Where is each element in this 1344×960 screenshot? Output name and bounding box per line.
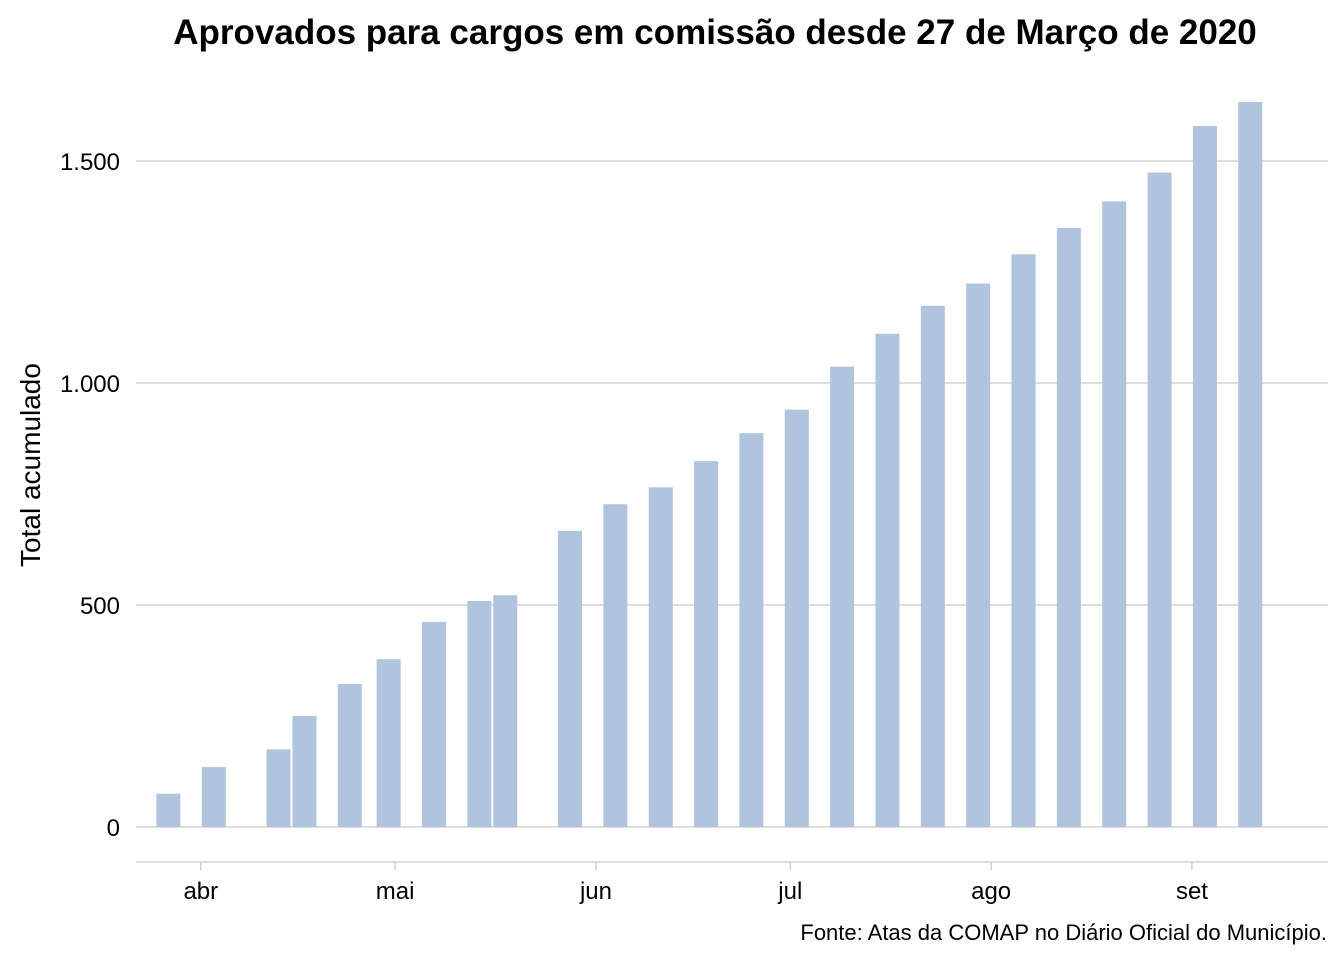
bar [558,530,583,827]
x-axis-ticks: abr mai jun jul ago set [183,862,1208,905]
bar [156,793,181,827]
bar [1238,101,1263,827]
y-axis-ticks: 0 500 1.000 1.500 [60,149,120,842]
y-axis-label: Total acumulado [15,363,46,567]
bars [156,101,1263,828]
bar [1147,172,1172,827]
x-tick-label: ago [971,878,1011,905]
gridlines [136,160,1328,828]
bar [266,749,291,827]
bar [493,595,518,827]
chart-title: Aprovados para cargos em comissão desde … [173,13,1257,52]
y-tick-label: 0 [107,815,120,842]
bar [920,305,945,827]
x-tick-label: abr [183,878,218,905]
bar [603,504,628,827]
x-tick-label: jun [579,878,612,905]
bar [292,716,317,827]
bar [337,684,362,827]
bar [1192,125,1217,827]
bar [1056,228,1081,827]
y-tick-label: 500 [80,593,120,620]
bar [694,461,719,827]
bar [739,433,764,827]
bar [1011,254,1036,828]
bar [966,283,991,827]
bar [875,333,900,827]
bar [201,767,226,827]
bar [1102,201,1127,828]
bar [830,366,855,827]
y-tick-label: 1.000 [60,371,120,398]
x-tick-label: set [1176,878,1208,905]
bar [422,621,446,827]
source-caption: Fonte: Atas da COMAP no Diário Oficial d… [800,920,1327,945]
y-tick-label: 1.500 [60,149,120,176]
bar [376,659,401,827]
bar [784,409,809,827]
x-tick-label: jul [777,878,802,905]
bar [648,487,673,827]
bar [467,601,492,827]
x-tick-label: mai [376,878,415,905]
